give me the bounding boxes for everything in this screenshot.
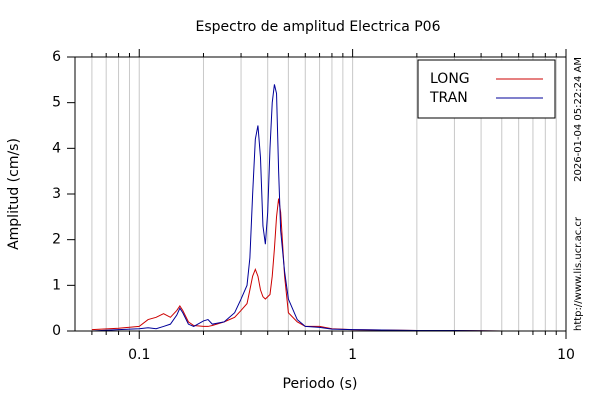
plot-frame <box>74 56 567 332</box>
x-axis-label: Periodo (s) <box>283 376 358 392</box>
x-tick-label: 1 <box>348 347 357 363</box>
legend-label: TRAN <box>429 90 468 106</box>
y-tick-label: 6 <box>52 49 61 65</box>
y-tick-label: 5 <box>52 95 61 111</box>
y-tick-label: 4 <box>52 140 61 156</box>
legend-box <box>417 59 556 119</box>
side-text: 2026-01-04 05:22:24 AM <box>573 57 584 182</box>
x-tick-label: 0.1 <box>128 347 150 363</box>
data-line <box>91 84 566 332</box>
x-tick-label: 10 <box>557 347 575 363</box>
data-line <box>91 198 566 332</box>
legend-label: LONG <box>430 71 470 87</box>
y-tick-label: 3 <box>52 186 61 202</box>
y-axis-label: Amplitud (cm/s) <box>6 138 22 250</box>
side-text: http://www.lis.ucr.ac.cr <box>573 216 584 331</box>
chart-title: Espectro de amplitud Electrica P06 <box>196 19 441 35</box>
y-tick-label: 1 <box>52 277 61 293</box>
y-tick-label: 2 <box>52 232 61 248</box>
y-tick-label: 0 <box>52 323 61 339</box>
